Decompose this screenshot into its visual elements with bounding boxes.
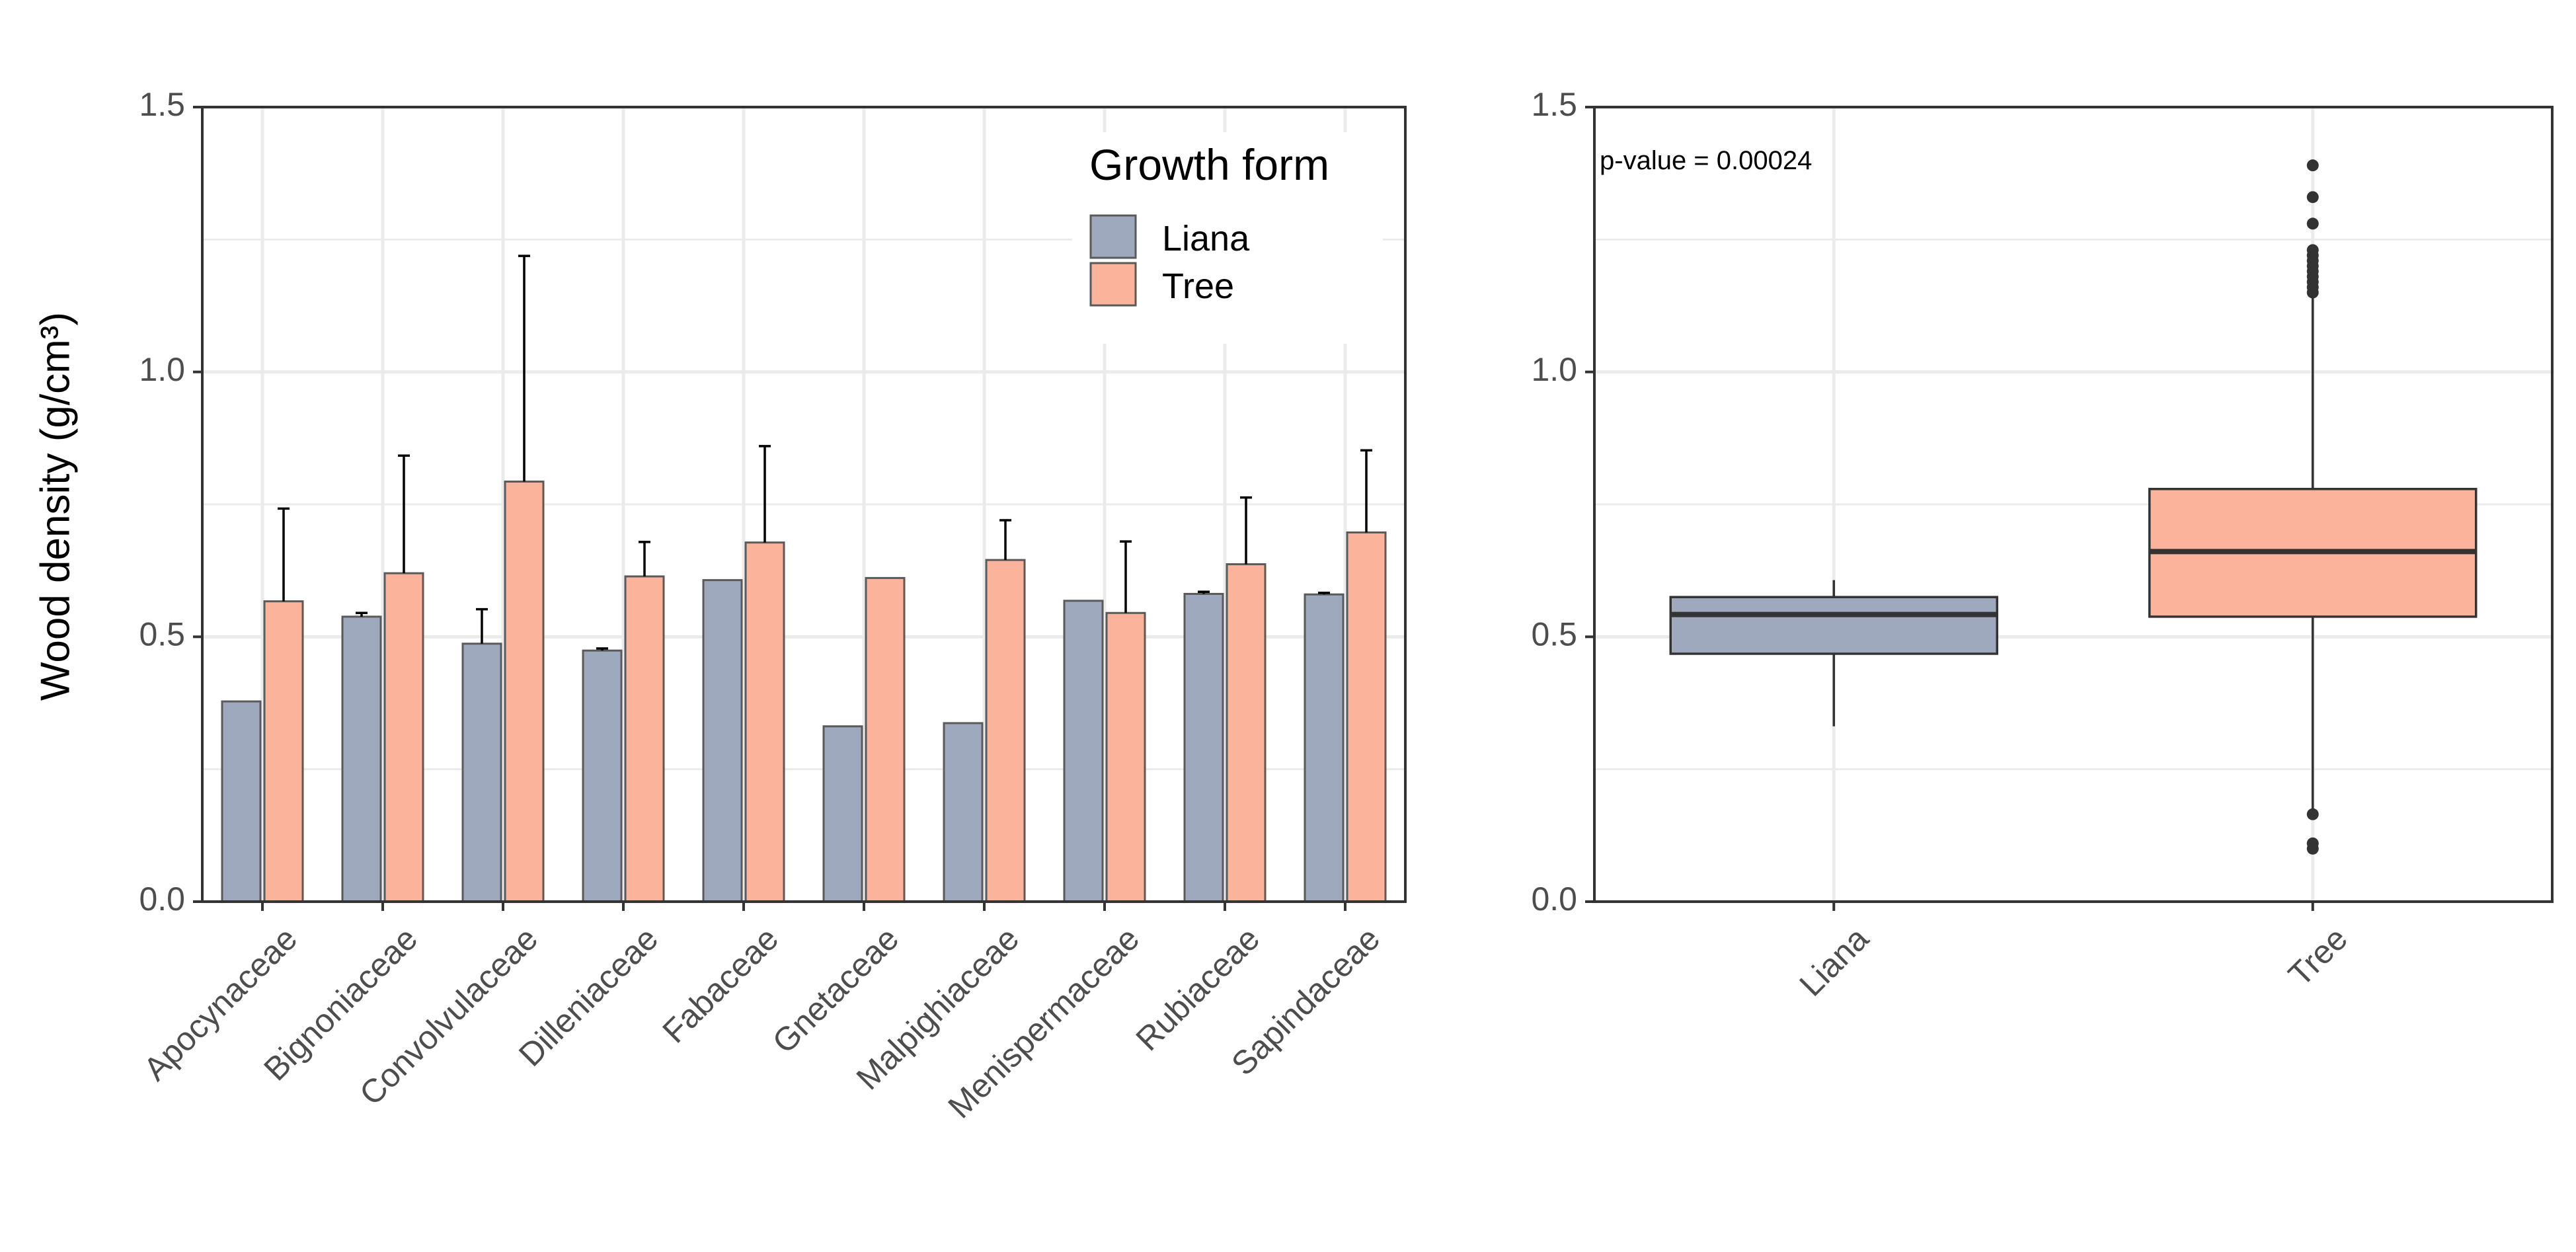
legend-label-tree: Tree bbox=[1162, 266, 1234, 306]
bar-liana-bignoniaceae bbox=[341, 615, 382, 903]
outlier-point-tree bbox=[2306, 842, 2319, 855]
bar-tree-malpighiaceae bbox=[985, 559, 1026, 903]
x-tick-label-liana: Liana bbox=[1792, 920, 1875, 1003]
bar-tree-bignoniaceae bbox=[383, 572, 424, 903]
bar-liana-rubiaceae bbox=[1183, 592, 1224, 903]
legend-key-liana bbox=[1089, 214, 1137, 259]
p-value-annotation: p-value = 0.00024 bbox=[1600, 146, 1812, 175]
x-tick-label-tree: Tree bbox=[2281, 920, 2355, 994]
outlier-point-tree bbox=[2306, 159, 2319, 172]
bar-tree-gnetaceae bbox=[865, 576, 906, 903]
bar-tree-sapindaceae bbox=[1346, 531, 1387, 903]
outlier-point-tree bbox=[2306, 808, 2319, 820]
bar-tree-dilleniaceae bbox=[624, 575, 665, 903]
y-tick-label: 1.0 bbox=[1531, 351, 1577, 388]
y-tick-label: 0.0 bbox=[1531, 880, 1577, 918]
y-tick-label: 0.0 bbox=[139, 880, 185, 918]
y-tick-label: 1.5 bbox=[139, 86, 185, 123]
y-tick-label: 1.5 bbox=[1531, 86, 1577, 123]
bar-liana-convolvulaceae bbox=[461, 643, 502, 903]
outlier-point-tree bbox=[2306, 191, 2319, 204]
y-tick-label: 1.0 bbox=[139, 351, 185, 388]
bar-chart-error-bars bbox=[278, 254, 1372, 651]
y-tick-label: 0.5 bbox=[139, 616, 185, 653]
bar-liana-sapindaceae bbox=[1304, 593, 1345, 903]
bar-liana-malpighiaceae bbox=[943, 722, 984, 903]
bar-liana-fabaceae bbox=[702, 579, 743, 903]
legend-key-tree bbox=[1089, 262, 1137, 307]
box-liana bbox=[1669, 596, 1998, 655]
y-axis-title: Wood density (g/cm³) bbox=[32, 312, 78, 701]
y-tick-label: 0.5 bbox=[1531, 616, 1577, 653]
legend-label-liana: Liana bbox=[1162, 219, 1250, 258]
boxplot-border bbox=[1593, 106, 2554, 903]
bar-liana-apocynaceae bbox=[221, 700, 262, 903]
x-tick-label-fabaceae: Fabaceae bbox=[655, 920, 785, 1050]
boxplot-boxes bbox=[1669, 159, 2478, 855]
bar-tree-fabaceae bbox=[744, 541, 785, 903]
bar-chart-panel: Growth form Liana Tree 0.00.51.01.5Apocy… bbox=[136, 86, 1407, 1125]
boxplot-panel: p-value = 0.00024 0.0 0.5 1.0 1.5 Liana Tree bbox=[1531, 86, 2554, 1003]
bar-tree-convolvulaceae bbox=[504, 481, 545, 903]
legend-title: Growth form bbox=[1089, 140, 1329, 189]
outlier-point-tree bbox=[2306, 217, 2319, 230]
bar-chart-border bbox=[201, 106, 1407, 903]
bar-liana-gnetaceae bbox=[822, 725, 863, 903]
bar-tree-rubiaceae bbox=[1226, 563, 1267, 903]
bar-tree-apocynaceae bbox=[263, 600, 304, 903]
bar-liana-menispermaceae bbox=[1063, 600, 1104, 903]
legend: Growth form Liana Tree bbox=[1072, 132, 1383, 344]
bar-liana-dilleniaceae bbox=[582, 649, 623, 903]
bar-chart-bars bbox=[221, 481, 1387, 903]
bar-tree-menispermaceae bbox=[1105, 611, 1146, 903]
bar-chart-grid bbox=[202, 105, 1405, 904]
outlier-point-tree bbox=[2306, 286, 2319, 299]
